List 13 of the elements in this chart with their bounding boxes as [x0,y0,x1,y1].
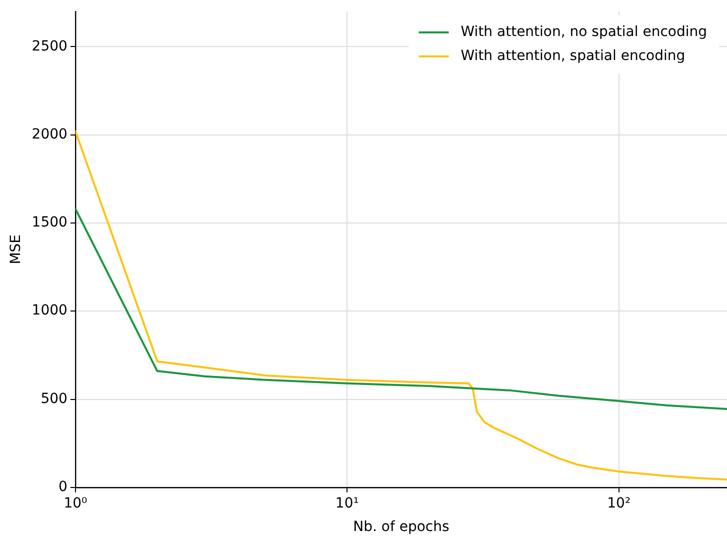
y-tick-label: 2500 [32,38,68,54]
x-tick-label: 10¹ [335,495,359,512]
y-tick-label: 2000 [32,126,68,142]
legend-label: With attention, no spatial encoding [460,24,708,40]
y-tick-label: 1000 [32,302,68,319]
x-tick-label: 10⁰ [64,495,88,512]
y-tick-label: 500 [40,390,68,407]
x-tick-label: 10² [607,495,631,512]
y-axis-title: MSE [8,234,24,264]
y-tick-label: 0 [58,479,68,496]
legend-label: With attention, spatial encoding [460,48,686,64]
y-tick-label: 1500 [32,214,68,231]
x-axis-title: Nb. of epochs [353,519,450,536]
